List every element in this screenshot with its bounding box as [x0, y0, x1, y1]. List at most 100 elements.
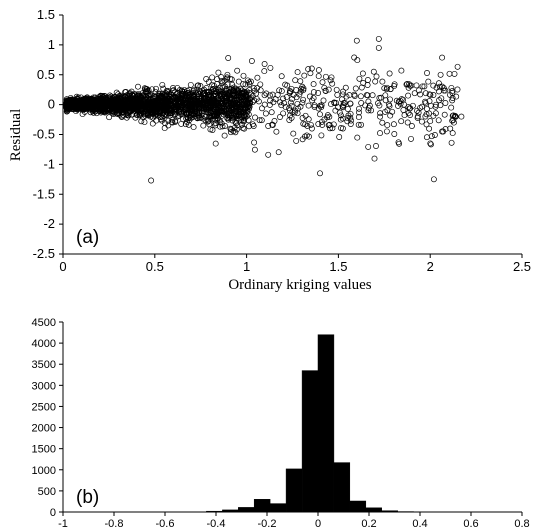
scatter-point	[224, 71, 231, 78]
scatter-point	[442, 100, 449, 106]
scatter-point	[439, 54, 446, 61]
scatter-point	[192, 109, 199, 116]
scatter-point	[171, 106, 177, 113]
scatter-point	[404, 81, 411, 87]
a-y-tick-label: -1.5	[33, 186, 55, 201]
scatter-point	[310, 89, 317, 96]
scatter-point	[248, 94, 255, 101]
scatter-point	[371, 155, 378, 162]
scatter-point	[238, 98, 245, 105]
scatter-point	[219, 89, 226, 96]
scatter-point	[327, 125, 333, 132]
scatter-point	[221, 108, 228, 115]
histogram-bar	[285, 468, 303, 513]
scatter-point	[299, 115, 306, 121]
scatter-point	[135, 83, 141, 90]
scatter-point	[454, 86, 461, 93]
scatter-point	[91, 104, 98, 111]
a-x-tick-label: 0	[59, 259, 66, 274]
scatter-point	[373, 143, 379, 149]
scatter-point	[328, 101, 334, 108]
scatter-point	[153, 109, 160, 116]
scatter-point	[306, 93, 313, 100]
b-y-tick-label: 0	[50, 507, 56, 519]
a-points	[63, 35, 465, 184]
scatter-point	[124, 93, 131, 100]
scatter-point	[77, 100, 84, 107]
scatter-point	[273, 128, 280, 135]
a-x-axis-title: Ordinary kriging values	[228, 277, 371, 293]
scatter-point	[426, 98, 433, 105]
histogram-bar	[206, 510, 223, 513]
scatter-point	[265, 123, 272, 129]
scatter-point	[324, 112, 331, 119]
scatter-point	[310, 81, 317, 88]
scatter-point	[333, 86, 340, 93]
scatter-point	[149, 120, 156, 127]
scatter-point	[215, 69, 222, 76]
scatter-point	[325, 86, 332, 93]
scatter-point	[435, 117, 442, 124]
scatter-point	[428, 133, 435, 140]
scatter-point	[360, 80, 367, 86]
scatter-point	[243, 113, 250, 120]
scatter-point	[278, 88, 285, 95]
scatter-point	[356, 109, 362, 116]
scatter-point	[202, 117, 209, 124]
scatter-point	[144, 86, 150, 93]
scatter-point	[346, 92, 353, 99]
scatter-point	[227, 125, 234, 132]
scatter-point	[241, 89, 248, 96]
scatter-point	[432, 110, 439, 117]
scatter-point	[317, 102, 324, 109]
b-x-tick-label: -0.2	[258, 518, 277, 530]
scatter-point	[187, 81, 194, 88]
scatter-point	[219, 79, 226, 86]
scatter-point	[336, 134, 343, 140]
scatter-point	[344, 106, 351, 112]
scatter-point	[168, 98, 175, 104]
scatter-point	[261, 68, 268, 75]
scatter-point	[293, 137, 300, 144]
scatter-point	[144, 90, 151, 97]
scatter-point	[254, 74, 261, 81]
scatter-point	[109, 100, 116, 107]
scatter-point	[437, 71, 444, 78]
scatter-point	[263, 90, 270, 97]
scatter-point	[417, 104, 424, 111]
scatter-point	[441, 111, 448, 118]
scatter-point	[446, 70, 453, 77]
a-y-axis-title: Residual	[8, 109, 24, 162]
scatter-point	[430, 176, 437, 183]
scatter-point	[401, 112, 408, 119]
scatter-point	[236, 112, 243, 119]
scatter-point	[195, 109, 202, 116]
scatter-point	[257, 81, 264, 88]
b-x-tick-label: 0.8	[514, 518, 529, 530]
scatter-point	[253, 90, 259, 97]
scatter-point	[218, 120, 225, 127]
scatter-point	[115, 99, 122, 106]
scatter-point	[138, 101, 145, 108]
scatter-point	[211, 113, 218, 120]
histogram-bar	[301, 370, 319, 513]
scatter-point	[454, 63, 461, 70]
scatter-point	[453, 93, 460, 100]
scatter-point	[212, 99, 219, 106]
scatter-point	[182, 121, 189, 128]
scatter-point	[261, 61, 268, 67]
scatter-point	[448, 84, 455, 91]
scatter-point	[234, 115, 241, 122]
scatter-point	[124, 103, 131, 110]
scatter-point	[358, 84, 365, 91]
scatter-point	[303, 132, 310, 139]
scatter-point	[213, 120, 219, 127]
scatter-point	[269, 91, 276, 98]
scatter-point	[136, 96, 143, 103]
scatter-point	[359, 70, 366, 77]
scatter-point	[113, 110, 120, 117]
scatter-point	[368, 107, 375, 114]
scatter-point	[318, 132, 325, 139]
scatter-point	[327, 77, 334, 84]
a-y-tick-label: -0.5	[33, 127, 55, 142]
